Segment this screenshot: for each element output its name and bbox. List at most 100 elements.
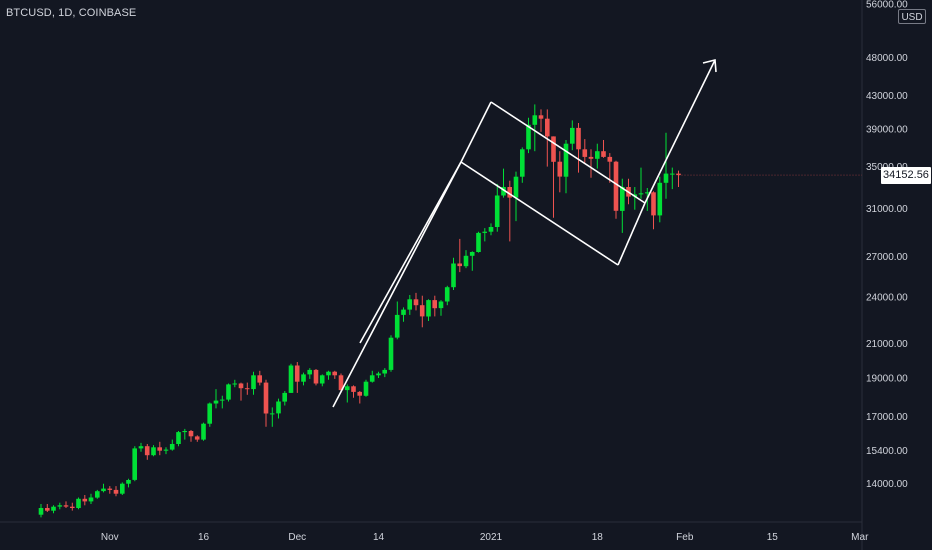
candle-body — [451, 263, 456, 288]
candle-body — [182, 431, 187, 433]
y-tick-label: 56000.00 — [866, 0, 908, 11]
candle-body — [376, 373, 381, 376]
candle-body — [194, 436, 200, 440]
candle — [88, 493, 94, 504]
trend-channel-lower[interactable] — [332, 161, 462, 408]
candle-body — [570, 127, 575, 144]
candle-body — [63, 505, 69, 507]
candle — [376, 371, 381, 378]
candle-body — [357, 391, 362, 396]
candle — [657, 176, 663, 223]
candle — [307, 368, 312, 379]
candle-body — [88, 497, 94, 502]
candle-body — [507, 187, 512, 198]
candle-body — [595, 151, 600, 159]
candle-body — [620, 187, 625, 211]
candle — [419, 295, 425, 328]
candle — [382, 368, 387, 378]
candle — [394, 301, 400, 340]
candle-body — [463, 255, 469, 267]
candle — [45, 504, 50, 512]
candle-body — [70, 506, 75, 508]
candle — [507, 180, 512, 242]
candle — [213, 389, 219, 409]
projection-arrow-line[interactable] — [644, 59, 716, 204]
candle — [444, 285, 450, 306]
flag-channel-top[interactable] — [490, 101, 646, 204]
candle-body — [676, 173, 681, 176]
candle-body — [132, 448, 137, 480]
candle-body — [651, 192, 656, 216]
candle — [463, 250, 469, 269]
candle — [457, 238, 462, 273]
candle — [232, 379, 237, 388]
candle — [451, 257, 456, 290]
candle — [613, 160, 619, 219]
y-tick-label: 21000.00 — [866, 339, 908, 350]
candle-body — [438, 301, 444, 309]
candle — [595, 143, 600, 169]
candle-body — [113, 489, 119, 494]
candle — [588, 149, 594, 178]
candle-body — [276, 401, 281, 414]
candle — [563, 140, 569, 194]
candle — [313, 369, 319, 386]
candle-body — [663, 173, 669, 183]
candle-body — [670, 173, 675, 175]
candle — [357, 391, 362, 404]
candle-body — [457, 263, 462, 267]
candle — [38, 504, 44, 518]
flag-channel-right[interactable] — [617, 202, 646, 266]
candle-body — [532, 115, 538, 125]
candle-body — [57, 505, 63, 507]
candle-body — [469, 252, 475, 256]
x-tick-label: Nov — [101, 532, 119, 543]
candle-body — [51, 506, 56, 511]
currency-button[interactable]: USD — [898, 9, 926, 24]
candle-body — [95, 491, 100, 498]
candle — [388, 335, 394, 372]
trend-channel-upper[interactable] — [359, 161, 462, 344]
drawings[interactable] — [332, 58, 717, 408]
candle — [513, 171, 519, 222]
candle-body — [538, 115, 544, 119]
candle — [132, 446, 137, 482]
candle-body — [219, 399, 225, 401]
candle — [482, 228, 487, 242]
candle-body — [613, 161, 619, 211]
candle — [151, 445, 156, 457]
candle-body — [45, 508, 50, 511]
chart-title: BTCUSD, 1D, COINBASE — [6, 7, 137, 19]
flag-channel-left[interactable] — [460, 101, 492, 163]
candle — [520, 147, 525, 183]
candle — [501, 168, 506, 198]
candle-body — [520, 149, 525, 177]
candle — [176, 431, 181, 447]
flag-channel-bottom[interactable] — [460, 161, 619, 266]
candle-body — [163, 449, 169, 451]
candle — [570, 120, 575, 151]
y-tick-label: 43000.00 — [866, 91, 908, 102]
candle-body — [238, 383, 244, 389]
price-axis[interactable]: 56000.0048000.0043000.0039000.0035000.00… — [866, 0, 908, 490]
candle — [607, 153, 613, 183]
candle-body — [363, 381, 369, 396]
candle — [288, 363, 294, 393]
candle-body — [207, 403, 212, 424]
x-tick-label: Feb — [676, 532, 694, 543]
y-tick-label: 39000.00 — [866, 125, 908, 136]
candle-body — [582, 149, 588, 157]
candle — [526, 117, 531, 154]
candle-body — [188, 431, 194, 437]
candle — [438, 300, 444, 316]
candle-body — [476, 232, 481, 252]
time-axis[interactable]: Nov16Dec14202118Feb15Mar15 — [101, 532, 932, 543]
candle-body — [107, 488, 113, 490]
candle — [113, 486, 119, 497]
candle — [476, 231, 481, 253]
candle — [188, 430, 194, 442]
candles — [38, 104, 681, 518]
candle — [207, 402, 212, 427]
candle-body — [151, 447, 156, 456]
